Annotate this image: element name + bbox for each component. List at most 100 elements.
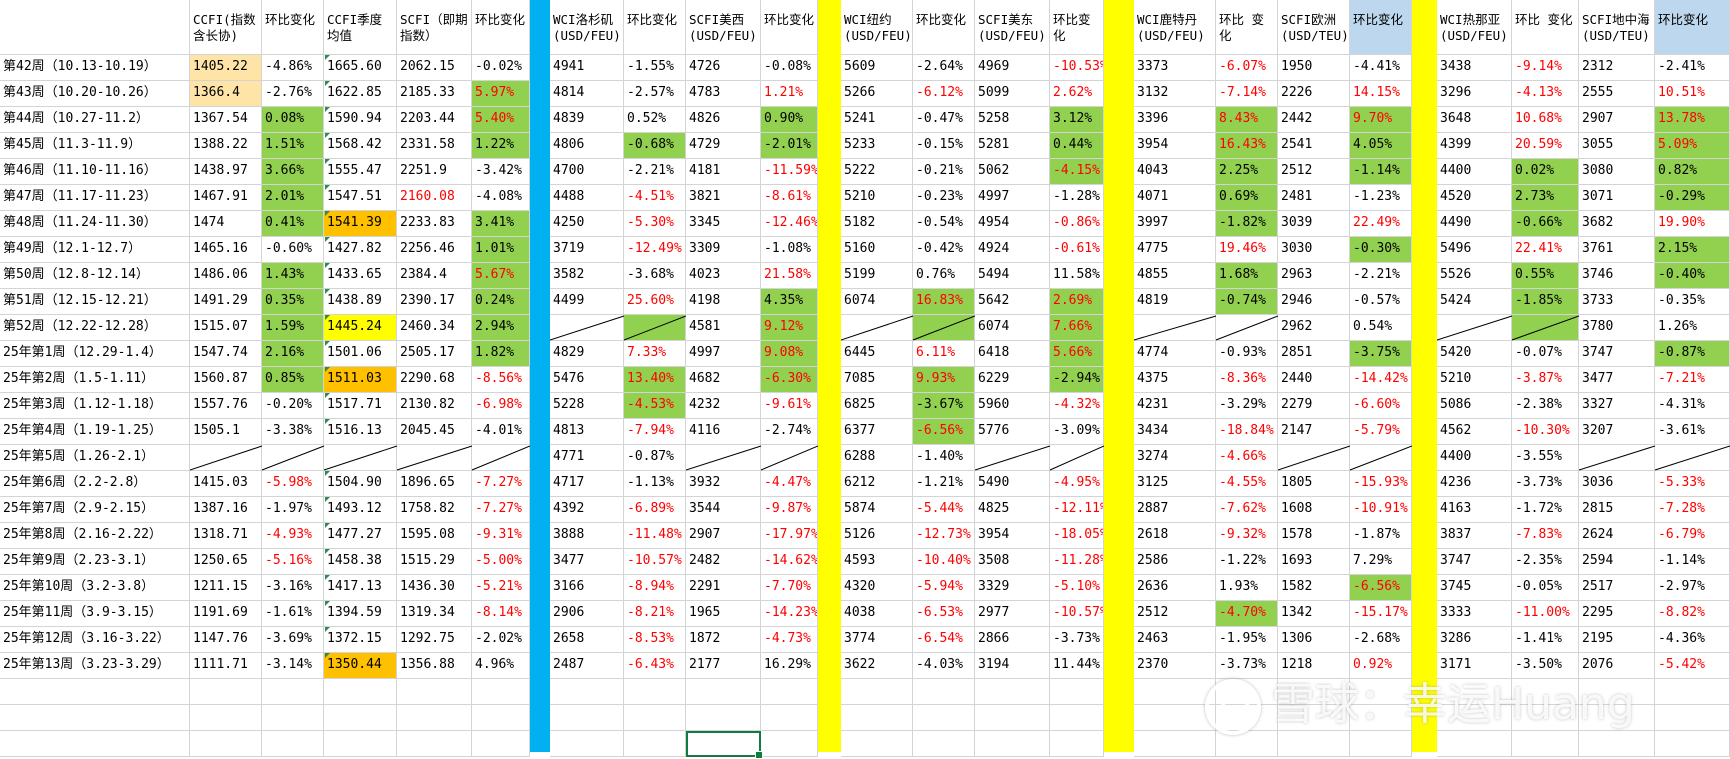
data-cell[interactable]: -4.01%: [472, 419, 530, 445]
data-cell[interactable]: -8.94%: [624, 575, 686, 601]
data-cell[interactable]: 4814: [550, 81, 624, 107]
data-cell[interactable]: -2.01%: [761, 133, 818, 159]
data-cell[interactable]: -4.51%: [624, 185, 686, 211]
header-cell[interactable]: 环比变化: [761, 0, 818, 55]
data-cell[interactable]: -4.93%: [262, 523, 324, 549]
data-cell[interactable]: 2195: [1579, 627, 1655, 653]
data-cell[interactable]: 1805: [1278, 471, 1350, 497]
data-cell[interactable]: 2062.15: [397, 55, 472, 81]
data-cell[interactable]: 0.41%: [262, 211, 324, 237]
data-cell[interactable]: -0.66%: [1512, 211, 1579, 237]
data-cell[interactable]: 1433.65: [324, 263, 397, 289]
data-cell[interactable]: 3508: [975, 549, 1050, 575]
data-cell[interactable]: 4520: [1437, 185, 1512, 211]
data-cell[interactable]: -1.41%: [1512, 627, 1579, 653]
data-cell[interactable]: 13.40%: [624, 367, 686, 393]
row-label-cell[interactable]: 第46周（11.10-11.16）: [0, 159, 190, 185]
data-cell[interactable]: -4.41%: [1350, 55, 1412, 81]
data-cell[interactable]: [1655, 445, 1730, 471]
data-cell[interactable]: 6377: [841, 419, 913, 445]
data-cell[interactable]: -6.12%: [913, 81, 975, 107]
data-cell[interactable]: -6.56%: [1350, 575, 1412, 601]
data-cell[interactable]: -3.55%: [1512, 445, 1579, 471]
data-cell[interactable]: 4.96%: [472, 653, 530, 679]
data-cell[interactable]: 1387.16: [190, 497, 262, 523]
empty-cell[interactable]: [0, 705, 190, 731]
data-cell[interactable]: 2226: [1278, 81, 1350, 107]
data-cell[interactable]: -1.40%: [913, 445, 975, 471]
data-cell[interactable]: -17.97%: [761, 523, 818, 549]
data-cell[interactable]: -6.43%: [624, 653, 686, 679]
data-cell[interactable]: 1547.51: [324, 185, 397, 211]
data-cell[interactable]: 2.15%: [1655, 237, 1730, 263]
data-cell[interactable]: 4813: [550, 419, 624, 445]
header-cell[interactable]: SCFI欧洲(USD/TEU): [1278, 0, 1350, 55]
row-label-cell[interactable]: 25年第3周（1.12-1.18）: [0, 393, 190, 419]
data-cell[interactable]: 1.21%: [761, 81, 818, 107]
data-cell[interactable]: 1306: [1278, 627, 1350, 653]
data-cell[interactable]: 1511.03: [324, 367, 397, 393]
header-cell[interactable]: WCI洛杉矶(USD/FEU): [550, 0, 624, 55]
data-cell[interactable]: 1515.07: [190, 315, 262, 341]
data-cell[interactable]: 1.68%: [1216, 263, 1278, 289]
row-label-cell[interactable]: 第47周（11.17-11.23）: [0, 185, 190, 211]
data-cell[interactable]: -4.36%: [1655, 627, 1730, 653]
data-cell[interactable]: 4783: [686, 81, 761, 107]
data-cell[interactable]: 2512: [1278, 159, 1350, 185]
data-cell[interactable]: 1501.06: [324, 341, 397, 367]
data-cell[interactable]: 3477: [550, 549, 624, 575]
data-cell[interactable]: -12.46%: [761, 211, 818, 237]
header-cell[interactable]: 环比变化: [1655, 0, 1730, 55]
data-cell[interactable]: 5182: [841, 211, 913, 237]
data-cell[interactable]: -6.54%: [913, 627, 975, 653]
data-cell[interactable]: 3954: [975, 523, 1050, 549]
data-cell[interactable]: -1.13%: [624, 471, 686, 497]
data-cell[interactable]: 1394.59: [324, 601, 397, 627]
empty-cell[interactable]: [913, 705, 975, 731]
data-cell[interactable]: 4400: [1437, 159, 1512, 185]
data-cell[interactable]: 3327: [1579, 393, 1655, 419]
data-cell[interactable]: 1427.82: [324, 237, 397, 263]
data-cell[interactable]: 3030: [1278, 237, 1350, 263]
data-cell[interactable]: 1555.47: [324, 159, 397, 185]
data-cell[interactable]: 3080: [1579, 159, 1655, 185]
data-cell[interactable]: -10.57%: [1050, 601, 1104, 627]
data-cell[interactable]: 2907: [686, 523, 761, 549]
empty-cell[interactable]: [761, 731, 818, 757]
data-cell[interactable]: 3329: [975, 575, 1050, 601]
data-cell[interactable]: 3747: [1579, 341, 1655, 367]
data-cell[interactable]: 9.70%: [1350, 107, 1412, 133]
empty-cell[interactable]: [262, 679, 324, 705]
row-label-cell[interactable]: 25年第5周（1.26-2.1）: [0, 445, 190, 471]
data-cell[interactable]: 4181: [686, 159, 761, 185]
data-cell[interactable]: 3733: [1579, 289, 1655, 315]
data-cell[interactable]: 4682: [686, 367, 761, 393]
data-cell[interactable]: 5258: [975, 107, 1050, 133]
data-cell[interactable]: 5.97%: [472, 81, 530, 107]
row-label-cell[interactable]: 25年第9周（2.23-3.1）: [0, 549, 190, 575]
data-cell[interactable]: 2906: [550, 601, 624, 627]
data-cell[interactable]: 2977: [975, 601, 1050, 627]
data-cell[interactable]: 2624: [1579, 523, 1655, 549]
data-cell[interactable]: 2290.68: [397, 367, 472, 393]
data-cell[interactable]: [761, 445, 818, 471]
empty-cell[interactable]: [975, 679, 1050, 705]
empty-cell[interactable]: [975, 731, 1050, 757]
data-cell[interactable]: 4.35%: [761, 289, 818, 315]
data-cell[interactable]: [262, 445, 324, 471]
data-cell[interactable]: -8.61%: [761, 185, 818, 211]
data-cell[interactable]: -0.40%: [1655, 263, 1730, 289]
data-cell[interactable]: 4116: [686, 419, 761, 445]
data-cell[interactable]: -5.30%: [624, 211, 686, 237]
data-cell[interactable]: -1.82%: [1216, 211, 1278, 237]
data-cell[interactable]: -1.14%: [1655, 549, 1730, 575]
data-cell[interactable]: 1965: [686, 601, 761, 627]
data-cell[interactable]: 1493.12: [324, 497, 397, 523]
empty-cell[interactable]: [1134, 731, 1216, 757]
data-cell[interactable]: 1491.29: [190, 289, 262, 315]
empty-cell[interactable]: [324, 679, 397, 705]
data-cell[interactable]: 4071: [1134, 185, 1216, 211]
data-cell[interactable]: -4.70%: [1216, 601, 1278, 627]
data-cell[interactable]: -4.95%: [1050, 471, 1104, 497]
